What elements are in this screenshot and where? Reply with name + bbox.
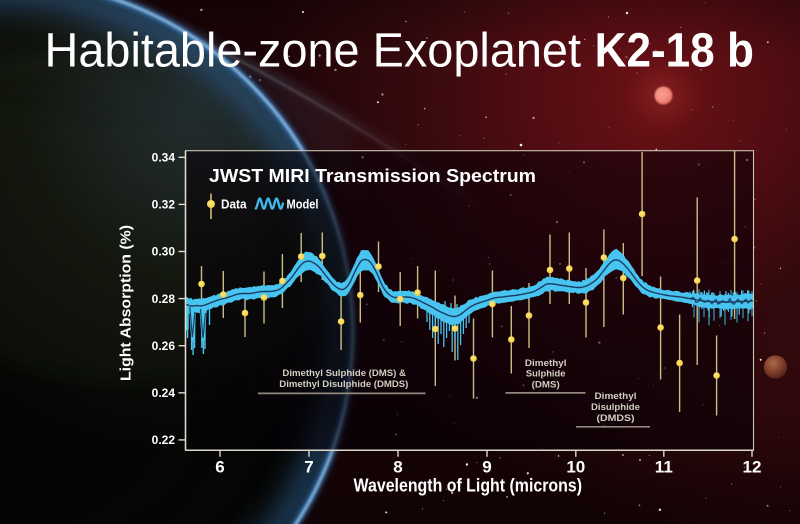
svg-text:(DMS): (DMS) <box>532 380 560 390</box>
svg-text:K2-18 b: K2-18 b <box>595 24 754 78</box>
svg-text:8: 8 <box>393 458 402 477</box>
svg-text:Wavelength of Light (microns): Wavelength of Light (microns) <box>354 475 583 496</box>
svg-text:0.32: 0.32 <box>152 198 176 212</box>
svg-text:9: 9 <box>482 458 491 477</box>
svg-text:Dimethyl Disulphide (DMDS): Dimethyl Disulphide (DMDS) <box>279 379 408 389</box>
svg-text:0.34: 0.34 <box>152 151 176 165</box>
svg-text:Model: Model <box>287 198 319 212</box>
svg-text:Dimethyl Sulphide (DMS) &: Dimethyl Sulphide (DMS) & <box>282 368 406 378</box>
svg-text:Light Absorption (%): Light Absorption (%) <box>119 225 135 381</box>
svg-text:12: 12 <box>743 458 762 477</box>
svg-text:JWST MIRI Transmission Spectru: JWST MIRI Transmission Spectrum <box>209 165 536 186</box>
svg-text:Disulphide: Disulphide <box>591 402 640 412</box>
svg-text:(DMDS): (DMDS) <box>597 413 635 423</box>
svg-text:0.26: 0.26 <box>152 339 176 353</box>
svg-text:Dimethyl: Dimethyl <box>525 358 567 368</box>
svg-text:0.28: 0.28 <box>152 292 176 306</box>
svg-text:0.24: 0.24 <box>152 386 176 400</box>
svg-text:Dimethyl: Dimethyl <box>595 391 637 401</box>
svg-text:11: 11 <box>655 458 673 477</box>
svg-text:Habitable-zone Exoplanet: Habitable-zone Exoplanet <box>45 24 582 78</box>
svg-text:6: 6 <box>215 458 224 477</box>
svg-text:7: 7 <box>304 458 313 477</box>
svg-text:Sulphide: Sulphide <box>526 368 566 378</box>
svg-text:Data: Data <box>221 198 247 212</box>
svg-text:0.22: 0.22 <box>152 433 176 447</box>
svg-text:10: 10 <box>566 458 585 477</box>
svg-text:0.30: 0.30 <box>152 245 176 259</box>
